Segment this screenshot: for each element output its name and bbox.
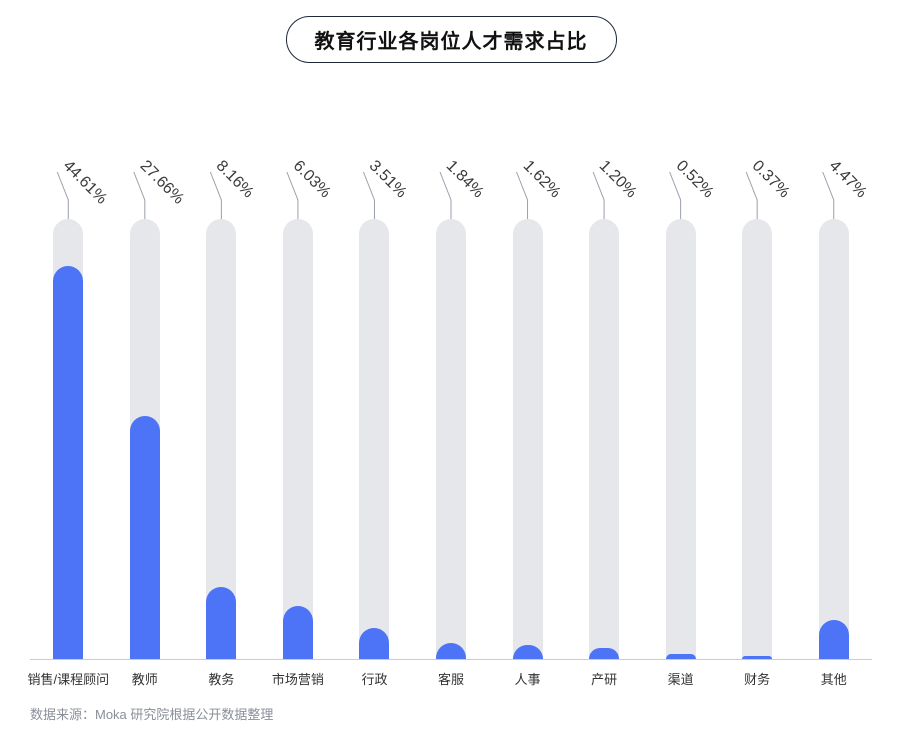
bar-value xyxy=(359,628,389,659)
x-axis-labels: 销售/课程顾问 教师 教务 市场营销 行政 客服 人事 产研 渠道 财务 其他 xyxy=(30,665,872,695)
value-label: 4.47% xyxy=(825,157,870,202)
bar-value xyxy=(819,620,849,659)
value-label: 27.66% xyxy=(136,157,187,208)
bar-background xyxy=(589,219,619,659)
bar-value xyxy=(742,656,772,659)
x-axis-label: 财务 xyxy=(744,669,770,688)
bar-background xyxy=(359,219,389,659)
bar-background xyxy=(819,219,849,659)
bar-slot xyxy=(436,219,466,659)
bar-slot xyxy=(283,219,313,659)
bar-value xyxy=(283,606,313,659)
x-axis-label: 渠道 xyxy=(668,669,694,688)
x-axis-label: 客服 xyxy=(438,669,464,688)
x-axis-label: 教务 xyxy=(208,669,234,688)
value-labels-row: 44.61% 27.66% 8.16% 6.03% 3.51% 1.84% 1.62% 1.2… xyxy=(30,90,872,210)
x-axis-label: 教师 xyxy=(132,669,158,688)
chart-title: 教育行业各岗位人才需求占比 xyxy=(286,16,617,63)
bar-background xyxy=(283,219,313,659)
x-axis-label: 人事 xyxy=(515,669,541,688)
bar-slot xyxy=(206,219,236,659)
value-label: 44.61% xyxy=(59,157,110,208)
value-label: 1.84% xyxy=(442,157,487,202)
bar-background xyxy=(666,219,696,659)
bar-slot xyxy=(742,219,772,659)
bar-value xyxy=(130,416,160,659)
value-label: 8.16% xyxy=(212,157,257,202)
bar-background xyxy=(742,219,772,659)
bar-slot xyxy=(53,219,83,659)
bars-container xyxy=(30,220,872,660)
bar-value xyxy=(589,648,619,659)
bar-slot xyxy=(819,219,849,659)
bar-slot xyxy=(130,219,160,659)
x-axis-label: 市场营销 xyxy=(272,669,324,688)
value-label: 6.03% xyxy=(289,157,334,202)
bar-value xyxy=(53,266,83,659)
value-label: 0.52% xyxy=(672,157,717,202)
value-label: 1.62% xyxy=(519,157,564,202)
bar-slot xyxy=(359,219,389,659)
x-axis-label: 其他 xyxy=(821,669,847,688)
x-axis-label: 产研 xyxy=(591,669,617,688)
bar-slot xyxy=(513,219,543,659)
bar-slot xyxy=(589,219,619,659)
x-axis-label: 销售/课程顾问 xyxy=(27,669,109,688)
bar-background xyxy=(436,219,466,659)
bar-slot xyxy=(666,219,696,659)
bar-value xyxy=(666,654,696,659)
chart-area: 44.61% 27.66% 8.16% 6.03% 3.51% 1.84% 1.62% 1.2… xyxy=(30,90,872,670)
bar-background xyxy=(513,219,543,659)
data-source-note: 数据来源：Moka 研究院根据公开数据整理 xyxy=(30,704,273,723)
x-axis-label: 行政 xyxy=(361,669,387,688)
value-label: 1.20% xyxy=(595,157,640,202)
value-label: 3.51% xyxy=(365,157,410,202)
bar-value xyxy=(206,587,236,659)
value-label: 0.37% xyxy=(748,157,793,202)
